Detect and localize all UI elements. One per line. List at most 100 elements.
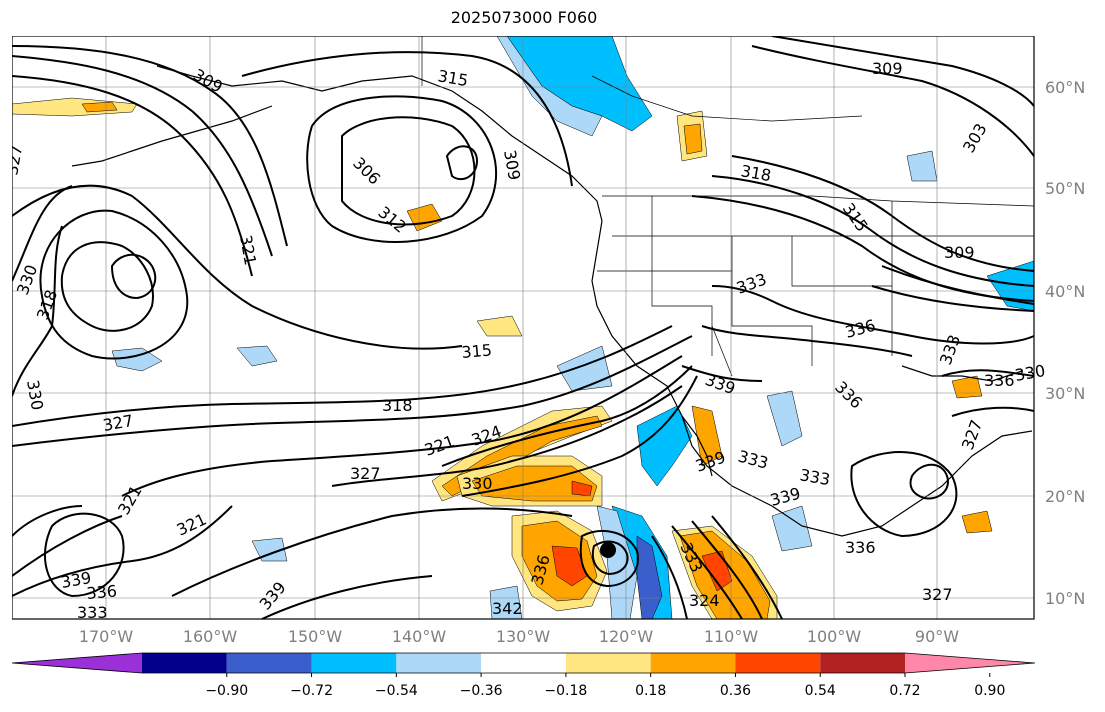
coast-alaska (156, 65, 603, 222)
shaded-vorticity-fields (12, 36, 1035, 620)
coast-west-us (591, 220, 773, 507)
contour-309-nw (12, 55, 273, 257)
colorbar-extend-low (12, 653, 142, 673)
contour-label: 330 (23, 378, 47, 411)
tc-center-dot (600, 542, 616, 558)
contour-east-5 (871, 285, 1035, 312)
contour-label: 333 (77, 603, 108, 622)
contour-label: 330 (1013, 361, 1046, 385)
contour-339 (681, 365, 763, 382)
colorbar-tick-label: −0.72 (290, 683, 333, 699)
contour-jet-2 (12, 335, 693, 447)
lon-label: 130°W (496, 627, 551, 646)
contour-west-loop2 (60, 241, 154, 332)
contour-jet-1 (12, 325, 673, 427)
contour-east-ring (909, 463, 949, 500)
contour-label: 327 (350, 464, 381, 483)
contour-333 (711, 285, 1035, 345)
contour-label: 336 (984, 371, 1015, 390)
contour-se (941, 369, 1035, 377)
contour-low-inner (341, 116, 476, 226)
coast-baja (681, 415, 713, 477)
contour-label: 309 (944, 243, 975, 262)
contour-318-mid (12, 184, 463, 350)
contour-low-center (445, 145, 479, 181)
contour-east-4 (881, 265, 1035, 305)
shade-neg-central-pac (111, 347, 163, 372)
colorbar-tick-label: −0.54 (375, 683, 418, 699)
lat-label: 30°N (1045, 384, 1085, 403)
colorbar-tick-label: 0.18 (635, 683, 666, 699)
shade-pos-tc-red (551, 545, 588, 587)
colorbar-tick-label: −0.90 (205, 683, 248, 699)
colorbar-tick-label: 0.72 (889, 683, 920, 699)
contour-south-mid (171, 507, 573, 597)
shade-neg-plains (766, 390, 803, 447)
colorbar-tick-label: −0.18 (544, 683, 587, 699)
shade-neg-west-coast (556, 345, 613, 392)
shade-neg-sw-mex (771, 505, 813, 552)
contour-east-2 (711, 175, 1035, 287)
contour-label: 339 (693, 447, 728, 475)
contour-south-low (261, 575, 433, 620)
colorbar-segment (311, 653, 397, 673)
shade-neg-ne (906, 150, 938, 182)
shade-pos-mt-orange (683, 123, 703, 155)
contour-west-small (12, 185, 73, 282)
contour-label: 339 (256, 578, 290, 614)
lat-label: 60°N (1045, 78, 1085, 97)
colorbar-ticks: −0.90 −0.72 −0.54 −0.36 −0.18 0.18 0.36 0.54 0.7… (205, 673, 1005, 699)
contour-321 (121, 355, 683, 497)
contour-label: 336 (845, 538, 876, 557)
contour-324 (441, 365, 693, 467)
lon-label: 140°W (392, 627, 447, 646)
colorbar-extend-high (905, 653, 1035, 673)
lon-label: 120°W (599, 627, 654, 646)
contour-312-nw (12, 45, 288, 247)
contour-label: 336 (86, 581, 118, 603)
lat-label: 50°N (1045, 179, 1085, 198)
contour-mex-1 (651, 535, 688, 620)
colorbar-tick-label: 0.54 (805, 683, 836, 699)
contour-label: 309 (872, 59, 903, 78)
contour-ne2 (771, 36, 1035, 107)
shade-pos-gulf-alaska (406, 203, 443, 232)
contour-label: 342 (492, 599, 523, 618)
contour-label: 309 (500, 148, 524, 181)
coast-aleutians (71, 105, 273, 167)
contour-se2 (951, 406, 1035, 417)
colorbar-tick-label: 0.90 (974, 683, 1005, 699)
shade-pos-nw (12, 97, 138, 117)
lat-label: 40°N (1045, 282, 1085, 301)
colorbar-segment (565, 653, 651, 673)
lon-label: 150°W (288, 627, 343, 646)
contour-tc-outer (579, 530, 639, 588)
lon-label: 110°W (704, 627, 759, 646)
colorbar-segment (226, 653, 312, 673)
colorbar-segment (396, 653, 482, 673)
shade-pos-north-pac (476, 315, 523, 337)
colorbar-segment (481, 653, 566, 673)
lon-label: 90°W (915, 627, 959, 646)
state-borders (421, 36, 1035, 377)
longitude-axis: 170°W 160°W 150°W 140°W 130°W 120°W 110°… (79, 627, 959, 646)
contour-gulf-loop (850, 451, 958, 538)
contour-label: 327 (958, 417, 986, 452)
contour-mex-4 (711, 515, 783, 620)
contour-306-nw (12, 75, 253, 277)
contour-label: 312 (374, 203, 410, 237)
height-contours (12, 36, 1035, 620)
contour-label: 339 (768, 484, 802, 510)
contour-330-west (12, 225, 63, 397)
contour-low (306, 95, 498, 243)
contour-label: 327 (922, 585, 953, 604)
colorbar-segments (11, 652, 1036, 674)
colorbar-segment (650, 653, 736, 673)
lat-label: 10°N (1045, 589, 1085, 608)
contour-label: 339 (703, 370, 738, 398)
shade-pos-nw-orange (81, 101, 118, 113)
contour-east-1 (731, 155, 1035, 272)
contour-west-loop3 (110, 253, 157, 300)
coast-mexico (771, 430, 1033, 537)
colorbar-segment (735, 653, 821, 673)
